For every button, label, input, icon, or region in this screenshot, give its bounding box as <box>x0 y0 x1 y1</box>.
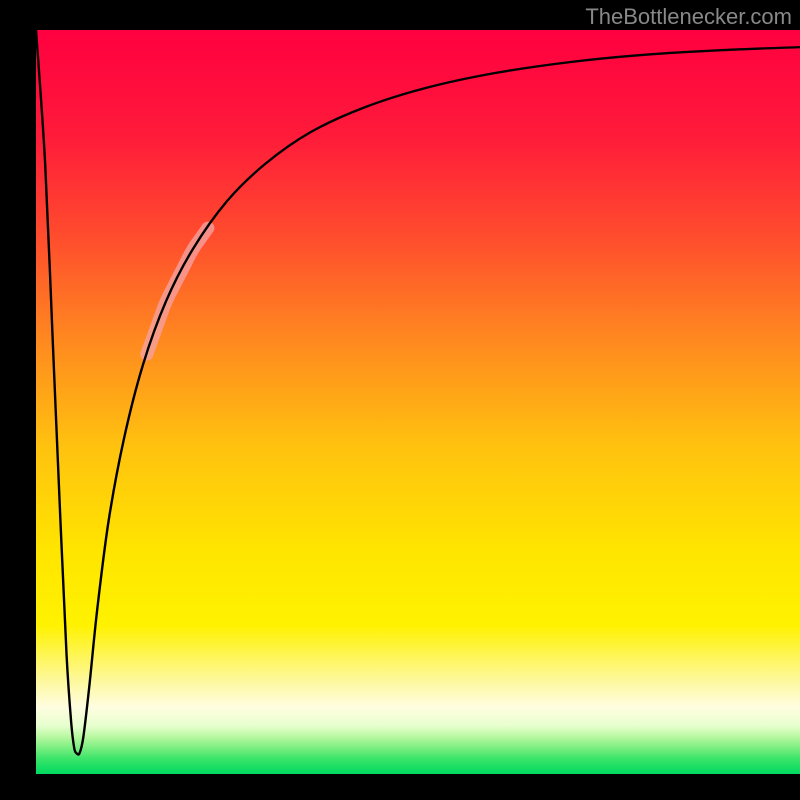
highlight-path <box>147 228 208 354</box>
plot-area <box>36 30 800 774</box>
chart-container: TheBottlenecker.com <box>0 0 800 800</box>
main-curve-path <box>36 30 800 755</box>
curve-svg <box>36 30 800 774</box>
watermark-text: TheBottlenecker.com <box>585 4 792 30</box>
